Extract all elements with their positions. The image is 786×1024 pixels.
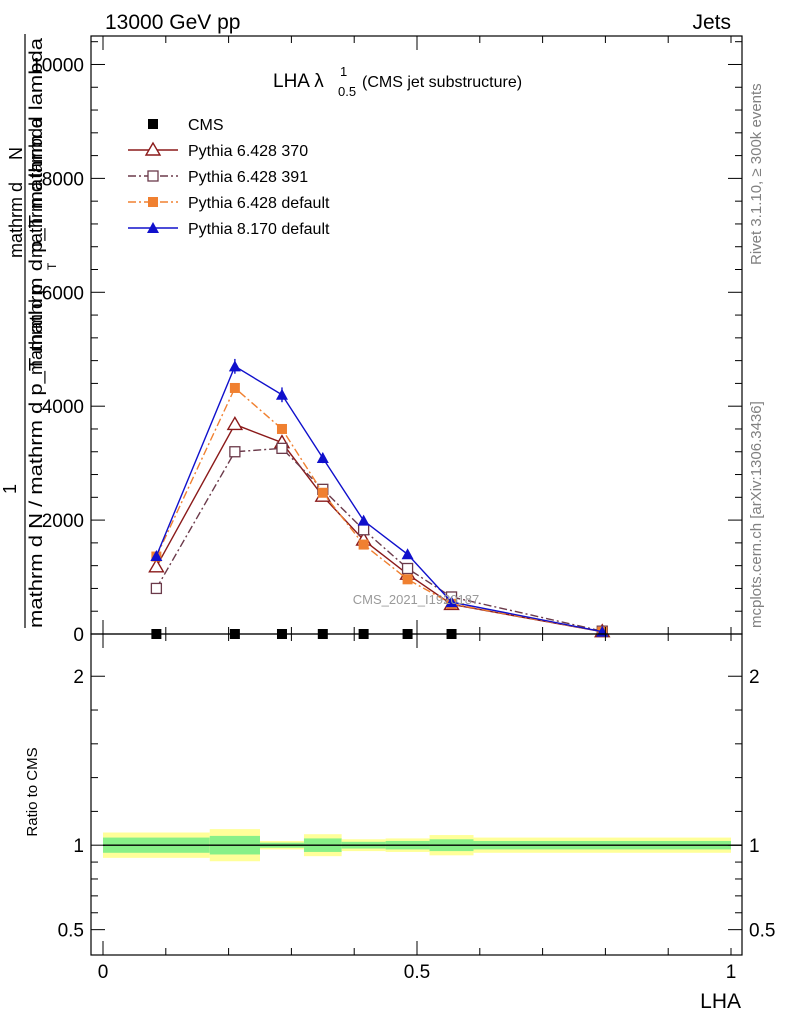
data-point (228, 360, 241, 372)
legend-marker (147, 170, 159, 182)
ylabel-pt-sub: T (45, 262, 59, 270)
rivet-version-label: Rivet 3.1.10, ≥ 300k events (748, 83, 765, 265)
series-line (155, 365, 603, 633)
legend-label: CMS (188, 117, 224, 134)
main-ytick-label: 8000 (42, 169, 84, 190)
ylabel-numerator-n: N (6, 147, 26, 160)
legend-label: Pythia 6.428 370 (188, 143, 308, 160)
data-point (357, 524, 370, 536)
ylabel-denominator: mathrm d N / mathrm d p_T mathrm d p_T m… (26, 37, 47, 628)
main-ytick-label: 10000 (31, 55, 84, 76)
data-point (401, 562, 414, 575)
plot-title-sub: 0.5 (338, 84, 356, 99)
legend-label: Pythia 6.428 391 (188, 169, 308, 186)
data-point (229, 382, 240, 393)
mcplots-label: mcplots.cern.ch [arXiv:1306.3436] (748, 401, 765, 628)
main-panel: 0 2000 4000 6000 8000 10000 LHA λ 1 0.5 (CMS … (0, 34, 743, 646)
ratio-ticks-layer: 0.5 0.5 1 1 2 2 0 0.5 1 (58, 634, 775, 983)
data-point (276, 423, 287, 434)
ylabel-lambda: mathrm d lambda (26, 117, 46, 258)
data-point (229, 446, 241, 458)
ratio-ytick-label-right: 2 (749, 667, 760, 688)
data-point (358, 539, 369, 550)
main-series-layer (148, 358, 611, 639)
ratio-panel: 0.5 0.5 1 1 2 2 0 0.5 1 Ratio to CMS LHA (24, 633, 775, 1013)
series-pythia-6-428-391 (150, 442, 608, 637)
legend-marker (148, 119, 158, 129)
main-ytick-label: 0 (73, 625, 84, 646)
data-point (275, 388, 288, 400)
header-energy-label: 13000 GeV pp (105, 11, 240, 34)
x-axis-label: LHA (700, 990, 741, 1013)
plot-title-sup: 1 (340, 64, 347, 79)
x-tick-label: 0.5 (404, 962, 430, 983)
data-point (402, 574, 413, 585)
data-point (150, 582, 163, 595)
ratio-ylabel: Ratio to CMS (24, 747, 41, 836)
main-ytick-label: 6000 (42, 283, 84, 304)
legend-label: Pythia 6.428 default (188, 195, 330, 212)
x-tick-label: 1 (726, 962, 737, 983)
plot-title: LHA λ (273, 71, 324, 92)
data-point (316, 452, 329, 464)
legend-item: Pythia 8.170 default (128, 221, 330, 238)
main-ylabel: mathrm d N mathrm d p T mathrm d lambda … (0, 34, 59, 628)
ratio-ytick-label-left: 2 (73, 667, 84, 688)
legend-label: Pythia 8.170 default (188, 221, 330, 238)
series-pythia-8-170-default (150, 358, 609, 637)
data-point (317, 487, 328, 498)
legend-marker (144, 141, 162, 156)
ylabel-pt: mathrm d p (26, 284, 46, 375)
series-line (155, 447, 603, 632)
plot-title-suffix: (CMS jet substructure) (362, 74, 522, 91)
data-point (357, 514, 370, 526)
analysis-watermark: CMS_2021_I1920187 (353, 592, 480, 607)
ylabel-one: 1 (0, 484, 20, 494)
ratio-ytick-label-left: 0.5 (58, 921, 84, 942)
series-line (155, 386, 603, 633)
legend-item: CMS (148, 117, 224, 134)
plot-title-main: LHA λ (273, 71, 324, 92)
data-point (401, 548, 414, 560)
legend-marker (147, 222, 159, 233)
ratio-ytick-label-right: 0.5 (749, 921, 775, 942)
main-ytick-label: 2000 (42, 511, 84, 532)
legend-item: Pythia 6.428 default (128, 195, 330, 212)
ratio-frame (90, 633, 743, 956)
data-point (226, 416, 244, 431)
main-ticks-layer: 0 2000 4000 6000 8000 10000 (31, 36, 742, 646)
legend-item: Pythia 6.428 370 (128, 141, 308, 160)
data-point (148, 558, 165, 573)
ratio-bands-layer (103, 829, 742, 862)
ratio-ytick-label-right: 1 (749, 836, 760, 857)
legend: CMS Pythia 6.428 370 Pythia 6.428 391 Pythi… (128, 117, 330, 238)
data-point (150, 549, 163, 561)
legend-item: Pythia 6.428 391 (128, 169, 308, 186)
data-point (276, 442, 288, 454)
header-process-label: Jets (692, 11, 731, 34)
ratio-ytick-label-left: 1 (73, 836, 84, 857)
ylabel-numerator-d: mathrm d (6, 182, 26, 258)
data-point (445, 596, 458, 608)
x-tick-label: 0 (98, 962, 109, 983)
main-ytick-label: 4000 (42, 397, 84, 418)
legend-marker (148, 197, 158, 207)
